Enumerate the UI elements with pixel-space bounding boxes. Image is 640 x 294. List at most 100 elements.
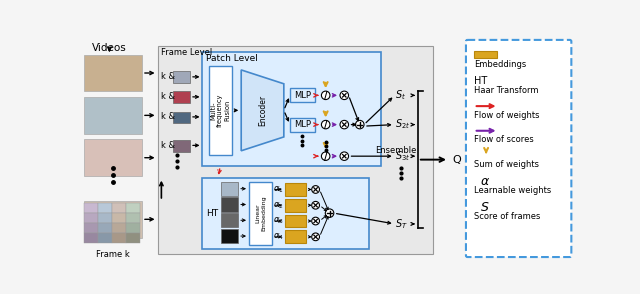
FancyBboxPatch shape [466,40,572,257]
Text: /: / [324,120,328,130]
FancyArrowPatch shape [411,223,414,225]
FancyArrowPatch shape [321,217,328,234]
Bar [84,201,142,238]
FancyArrowPatch shape [367,123,390,126]
Text: $\mathit{S}$: $\mathit{S}$ [480,201,490,214]
Text: Patch Level: Patch Level [205,54,257,63]
Circle shape [325,209,334,217]
FancyArrowPatch shape [351,155,390,158]
FancyArrowPatch shape [193,116,198,118]
Text: $\alpha_3$: $\alpha_3$ [273,216,284,226]
Text: Q: Q [452,155,461,165]
FancyArrowPatch shape [145,114,153,117]
Bar [285,199,307,212]
Bar [202,52,381,166]
Bar [125,213,140,223]
Bar [98,213,112,223]
Text: Ensemble: Ensemble [375,146,417,155]
Text: Multi-
frequency
Fusion: Multi- frequency Fusion [211,94,230,127]
Bar [221,229,238,243]
Text: /: / [324,91,328,101]
FancyArrowPatch shape [351,123,356,126]
Text: k &: k & [161,112,175,121]
FancyArrowPatch shape [411,155,414,158]
FancyArrowPatch shape [218,169,221,173]
FancyArrowPatch shape [241,235,245,238]
Bar [84,213,98,223]
FancyArrowPatch shape [193,96,198,98]
Text: k &: k & [161,72,175,81]
Bar [98,233,112,243]
Bar [173,91,190,103]
Text: Score of frames: Score of frames [474,213,540,221]
Bar [112,223,125,233]
FancyArrowPatch shape [366,98,392,123]
FancyArrowPatch shape [145,71,153,75]
Bar [202,178,369,248]
Text: Haar Transform: Haar Transform [474,86,538,95]
FancyArrowPatch shape [234,109,237,112]
FancyArrowPatch shape [275,188,281,191]
FancyArrowPatch shape [332,155,336,158]
FancyArrowPatch shape [308,204,310,206]
FancyArrowPatch shape [160,182,163,198]
Text: Sum of weights: Sum of weights [474,160,539,169]
Bar [474,51,497,59]
FancyArrowPatch shape [193,76,198,78]
Text: HT: HT [474,76,487,86]
Bar [249,182,272,245]
FancyArrowPatch shape [332,123,336,126]
Text: Frame Level: Frame Level [161,49,212,58]
FancyArrowPatch shape [322,207,326,211]
Bar [84,203,98,213]
FancyArrowPatch shape [314,123,318,126]
Bar [173,111,190,123]
FancyArrowPatch shape [108,47,111,51]
Bar [125,233,140,243]
Text: $\alpha$: $\alpha$ [479,175,490,188]
FancyArrowPatch shape [308,220,310,222]
Text: $S_{2t}$: $S_{2t}$ [395,118,410,131]
Bar [285,230,307,243]
FancyArrowPatch shape [349,98,358,121]
FancyArrowPatch shape [308,188,310,191]
Text: $\alpha_4$: $\alpha_4$ [273,232,284,242]
FancyArrowPatch shape [337,214,390,224]
Bar [84,223,98,233]
Bar [209,66,232,155]
Text: Flow of weights: Flow of weights [474,111,540,120]
Bar [221,213,238,227]
FancyArrowPatch shape [476,104,493,108]
Bar [84,97,142,134]
Circle shape [321,152,330,161]
Text: MLP: MLP [294,91,311,100]
Text: Linear
Embedding: Linear Embedding [255,195,266,231]
Circle shape [340,91,349,100]
FancyArrowPatch shape [314,155,318,158]
Circle shape [355,120,364,129]
Polygon shape [241,70,284,151]
Text: Embeddings: Embeddings [474,60,526,69]
Circle shape [312,233,319,241]
FancyArrowPatch shape [275,220,281,222]
Circle shape [340,120,349,129]
Bar [84,139,142,176]
Text: $S_t$: $S_t$ [395,88,406,102]
Text: k &: k & [161,92,175,101]
FancyArrowPatch shape [241,203,245,206]
FancyArrowPatch shape [420,157,444,162]
FancyArrowPatch shape [308,236,310,238]
FancyArrowPatch shape [332,94,336,97]
FancyArrowPatch shape [476,129,493,133]
Text: $S_{3t}$: $S_{3t}$ [395,149,410,163]
FancyArrowPatch shape [324,111,328,115]
Bar [285,183,307,196]
Bar [157,46,433,254]
FancyArrowPatch shape [285,99,289,108]
Bar [112,213,125,223]
Bar [125,223,140,233]
FancyArrowPatch shape [275,236,281,238]
Circle shape [321,120,330,129]
Circle shape [312,217,319,225]
Bar [290,88,315,102]
